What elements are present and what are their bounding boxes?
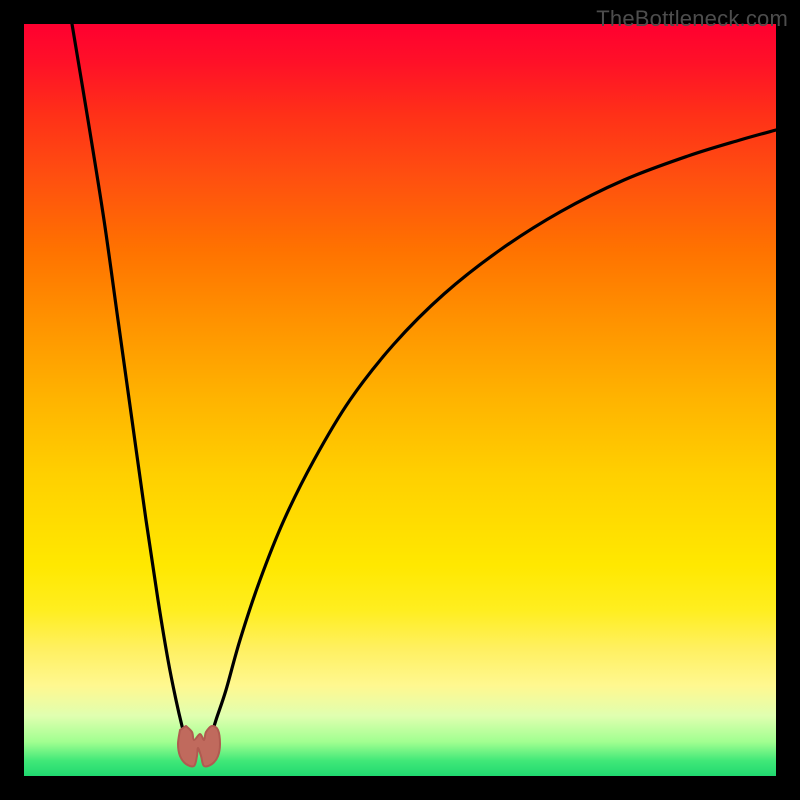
- watermark-text: TheBottleneck.com: [596, 6, 788, 32]
- chart-background-gradient: [24, 24, 776, 776]
- bottleneck-curve-chart: [0, 0, 800, 800]
